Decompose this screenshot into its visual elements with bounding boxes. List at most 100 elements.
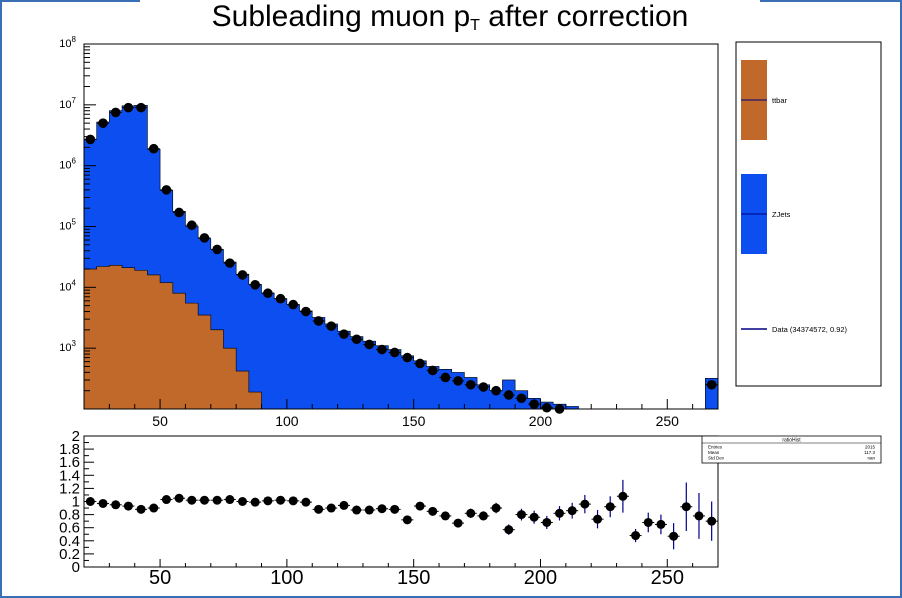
data-point [465, 379, 476, 390]
ratio-point [580, 499, 590, 509]
ratio-y-tick-label: 0.4 [59, 533, 80, 550]
data-point [706, 379, 717, 390]
ratio-point [656, 519, 666, 529]
data-point [136, 102, 146, 113]
y-tick-label: 106 [59, 157, 76, 172]
y-tick-label: 103 [59, 339, 76, 354]
ratio-point [123, 501, 133, 511]
data-point [174, 207, 184, 218]
title-main: Subleading muon p [211, 0, 471, 33]
data-point [161, 185, 172, 195]
ratio-point [263, 496, 273, 506]
ratio-point [326, 503, 336, 513]
ratio-point [440, 511, 450, 521]
legend-label: ZJets [772, 210, 791, 219]
ratio-point [301, 497, 311, 507]
data-point [98, 118, 108, 128]
ratio-point [669, 531, 679, 541]
ratio-x-tick-label: 50 [149, 567, 171, 589]
data-point [529, 399, 539, 409]
ratio-point [593, 514, 603, 524]
stats-label: Std Dev [708, 456, 725, 461]
ratio-y-tick-label: 0.8 [59, 507, 80, 524]
ratio-point [111, 500, 121, 510]
title-rest: after correction [479, 0, 689, 33]
stats-label: Mean [708, 450, 720, 455]
ratio-point [542, 517, 552, 527]
ratio-y-tick-label: 0.2 [59, 546, 80, 563]
ratio-point [516, 510, 526, 520]
x-tick-label: 200 [529, 413, 553, 429]
x-tick-label: 150 [402, 413, 426, 429]
ratio-point [478, 511, 488, 521]
stats-label: Entries [708, 445, 723, 450]
ratio-point [631, 531, 641, 541]
ratio-point [694, 511, 704, 521]
stats-title: ratioHist [782, 438, 801, 444]
data-point [85, 134, 96, 145]
ttbar-histogram [83, 265, 262, 410]
ratio-point [453, 518, 463, 528]
data-point [491, 385, 501, 396]
ratio-point [288, 496, 298, 506]
ratio-point [314, 504, 324, 514]
data-point [542, 402, 552, 413]
data-point [339, 329, 349, 339]
title-subscript: T [470, 17, 480, 34]
ratio-x-tick-label: 150 [397, 567, 430, 589]
ratio-y-tick-label: 1.4 [59, 467, 80, 484]
ratio-point [504, 525, 514, 535]
y-tick-label: 104 [59, 278, 76, 293]
data-point [453, 376, 463, 386]
data-point [364, 339, 375, 350]
ratio-point [136, 504, 146, 514]
ratio-point [238, 497, 247, 506]
x-tick-label: 250 [656, 413, 680, 429]
ratio-y-tick-label: 2 [72, 428, 80, 445]
ratio-point [199, 495, 209, 505]
ratio-point [466, 508, 476, 518]
x-tick-label: 100 [275, 413, 299, 429]
ratio-point [681, 502, 691, 512]
ratio-y-tick-label: 0 [72, 559, 80, 576]
stats-value: 2015 [865, 445, 876, 450]
data-point [440, 372, 451, 383]
ratio-point [276, 495, 286, 505]
ratio-x-tick-label: 250 [651, 567, 684, 589]
data-point [186, 220, 197, 231]
data-point [225, 258, 235, 268]
ratio-y-tick-label: 1.2 [59, 480, 80, 497]
ratio-point [707, 516, 717, 526]
ratio-point [555, 508, 564, 518]
ratio-point [98, 498, 108, 508]
stats-value: nan [867, 456, 875, 461]
data-point [415, 358, 425, 369]
ratio-y-tick-label: 1.8 [59, 441, 80, 458]
data-point [313, 316, 324, 326]
data-point [326, 321, 337, 331]
ratio-point [250, 497, 260, 507]
chart-title: Subleading muon pT after correction [140, 0, 760, 34]
stats-value: 117.3 [864, 450, 875, 455]
ratio-point [364, 505, 374, 515]
data-point [351, 334, 362, 345]
ratio-point [491, 503, 501, 513]
ratio-point [390, 504, 400, 514]
data-point [275, 293, 286, 304]
data-point [389, 347, 400, 358]
ratio-y-tick-label: 1 [72, 494, 80, 511]
ratio-point [352, 505, 362, 515]
data-point [199, 233, 210, 243]
ratio-point [149, 503, 159, 513]
data-point [263, 288, 273, 299]
legend-label: Data (34374572, 0.92) [772, 325, 848, 334]
ratio-point [174, 493, 184, 503]
legend-label: ttbar [772, 96, 788, 105]
ratio-y-tick-label: 1.6 [59, 454, 80, 471]
data-point [301, 306, 311, 317]
y-tick-label: 105 [59, 218, 76, 233]
data-point [250, 280, 260, 290]
ratio-y-tick-label: 0.6 [59, 520, 80, 537]
data-point [478, 382, 489, 392]
ratio-point [339, 500, 349, 510]
